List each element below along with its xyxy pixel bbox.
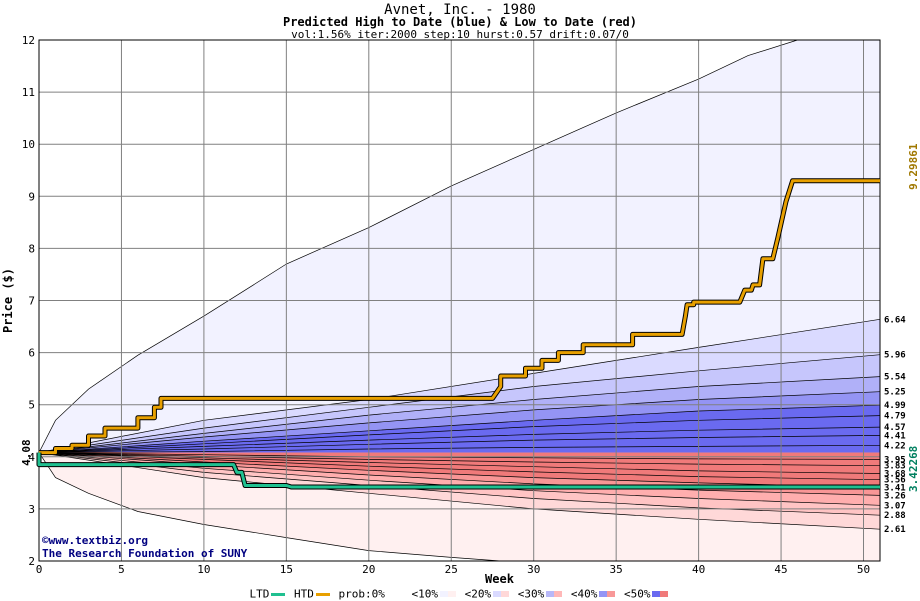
legend-swatch-40 bbox=[599, 591, 616, 597]
blue-band-5 bbox=[39, 405, 880, 453]
legend-50-label: <50% bbox=[623, 587, 651, 601]
credit-url[interactable]: ©www.textbiz.org bbox=[42, 534, 148, 547]
band-value-label: 3.26 bbox=[884, 491, 906, 501]
band-value-label: 4.57 bbox=[884, 423, 906, 433]
x-tick-label: 15 bbox=[280, 563, 293, 576]
y-tick-label: 8 bbox=[28, 242, 35, 255]
y-tick-label: 5 bbox=[28, 399, 35, 412]
band-value-label: 3.07 bbox=[884, 501, 906, 511]
legend-10-label: <10% bbox=[411, 587, 438, 601]
x-axis-label: Week bbox=[485, 572, 515, 586]
y-tick-label: 7 bbox=[28, 295, 35, 308]
band-value-label: 4.79 bbox=[884, 412, 906, 422]
legend-prob-label: prob:0% bbox=[338, 587, 385, 601]
envelope-upper-area bbox=[39, 40, 880, 453]
legend-ltd-swatch bbox=[271, 592, 286, 596]
y-tick-label: 4 bbox=[28, 451, 35, 464]
band-value-label: 3.68 bbox=[884, 469, 906, 479]
plot-frame bbox=[38, 39, 881, 562]
y-tick-label: 11 bbox=[22, 86, 35, 99]
legend-ltd-label: LTD bbox=[249, 587, 270, 601]
band-value-label: 4.41 bbox=[884, 431, 906, 441]
ltd-final-label: 3.42268 bbox=[907, 446, 920, 492]
band-value-label: 4.22 bbox=[884, 441, 906, 451]
simulation-params: vol:1.56% iter:2000 step:10 hurst:0.57 d… bbox=[291, 28, 629, 41]
legend-swatch-30 bbox=[546, 591, 563, 597]
credit-block: ©www.textbiz.org The Research Foundation… bbox=[42, 534, 247, 560]
x-tick-label: 25 bbox=[445, 563, 458, 576]
y-tick-label: 3 bbox=[28, 503, 35, 516]
y-axis-label: Price ($) bbox=[1, 268, 15, 333]
y-tick-label: 10 bbox=[22, 138, 35, 151]
x-tick-label: 30 bbox=[527, 563, 540, 576]
x-tick-label: 50 bbox=[857, 563, 870, 576]
band-value-label: 3.56 bbox=[884, 476, 906, 486]
legend-30-label: <30% bbox=[517, 587, 545, 601]
chart-title: Avnet, Inc. - 1980 bbox=[384, 2, 536, 18]
band-value-label: 3.95 bbox=[884, 455, 906, 465]
band-value-label: 2.61 bbox=[884, 525, 906, 535]
chart-subtitle: Predicted High to Date (blue) & Low to D… bbox=[282, 15, 637, 29]
band-value-label: 5.54 bbox=[884, 373, 906, 383]
x-tick-label: 40 bbox=[692, 563, 705, 576]
credit-org: The Research Foundation of SUNY bbox=[42, 547, 248, 560]
x-tick-label: 20 bbox=[362, 563, 375, 576]
htd-series-line bbox=[39, 179, 880, 455]
legend-20-label: <20% bbox=[464, 587, 492, 601]
band-value-label: 6.64 bbox=[884, 315, 906, 325]
legend-swatch-50 bbox=[652, 591, 669, 597]
legend-swatch-20 bbox=[493, 591, 510, 597]
legend-swatch-0 bbox=[386, 591, 403, 597]
legend-40-label: <40% bbox=[570, 587, 598, 601]
x-tick-label: 35 bbox=[610, 563, 623, 576]
htd-final-label: 9.29861 bbox=[907, 143, 920, 190]
band-boundary-line-1 bbox=[38, 452, 880, 562]
y-tick-label: 9 bbox=[28, 190, 35, 203]
x-tick-label: 10 bbox=[197, 563, 210, 576]
legend-swatch-10 bbox=[439, 591, 456, 597]
band-value-label: 4.99 bbox=[884, 401, 906, 411]
x-tick-label: 5 bbox=[118, 563, 125, 576]
legend-htd-swatch bbox=[315, 592, 330, 596]
band-value-label: 5.25 bbox=[884, 388, 906, 398]
band-value-label: 2.88 bbox=[884, 511, 906, 521]
band-value-label: 3.41 bbox=[884, 484, 906, 494]
y-tick-label: 12 bbox=[22, 34, 35, 47]
x-tick-label: 45 bbox=[774, 563, 787, 576]
y-tick-label: 2 bbox=[28, 555, 35, 568]
start-price-label: 4.08 bbox=[20, 439, 33, 466]
x-tick-label: 0 bbox=[36, 563, 43, 576]
band-value-label: 5.96 bbox=[884, 351, 906, 361]
legend-htd-label: HTD bbox=[294, 587, 314, 601]
band-value-label: 3.83 bbox=[884, 462, 906, 472]
legend: LTD HTD prob:0% <10% <20% <30% <40% <50% bbox=[0, 587, 920, 601]
y-tick-label: 6 bbox=[28, 347, 35, 360]
ltd-series-line bbox=[37, 452, 880, 489]
